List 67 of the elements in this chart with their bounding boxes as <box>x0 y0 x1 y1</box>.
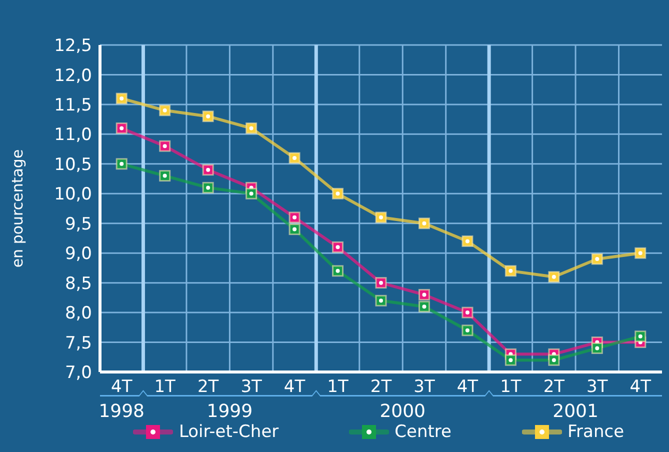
point <box>418 288 430 300</box>
legend-label: Centre <box>394 422 452 442</box>
x-tick-label: 1T <box>154 377 176 398</box>
point <box>375 294 387 306</box>
x-tick-label: 2T <box>197 377 220 398</box>
point <box>375 212 387 224</box>
y-tick-label: 10,0 <box>54 184 92 205</box>
y-tick-label: 11,0 <box>54 125 92 146</box>
point <box>116 158 128 170</box>
y-tick-label: 10,5 <box>54 154 92 175</box>
point <box>504 265 516 277</box>
text: 1998 <box>98 401 145 422</box>
x-tick-label: 2T <box>543 377 566 398</box>
point <box>462 306 474 318</box>
point <box>159 104 171 116</box>
point <box>548 354 560 366</box>
point <box>159 140 171 152</box>
y-tick-label: 8,5 <box>64 274 92 294</box>
point <box>591 342 603 354</box>
x-tick-label: 1T <box>500 377 522 398</box>
point <box>462 324 474 336</box>
y-tick-label: 7,0 <box>64 363 92 384</box>
x-tick-label: 4T <box>456 377 479 398</box>
y-tick-label: 9,5 <box>64 214 92 234</box>
point <box>116 122 128 134</box>
x-tick-label: 1T <box>327 377 349 398</box>
point <box>246 188 258 200</box>
point <box>116 92 128 104</box>
x-tick-label: 4T <box>111 377 133 398</box>
point <box>202 110 214 122</box>
point <box>288 152 300 164</box>
point <box>418 218 430 230</box>
text: 2001 <box>552 401 598 422</box>
point <box>375 277 387 289</box>
point <box>332 265 344 277</box>
x-tick-label: 2T <box>370 377 392 398</box>
point <box>202 182 214 194</box>
x-tick-label: 3T <box>586 377 608 398</box>
point <box>634 330 646 342</box>
point <box>504 354 516 366</box>
x-tick-label: 3T <box>240 377 263 398</box>
point <box>591 253 603 265</box>
point <box>288 224 300 236</box>
y-tick-label: 7,5 <box>64 333 92 354</box>
point <box>332 241 344 253</box>
legend-label: Loir-et-Cher <box>178 422 279 442</box>
x-tick-label: 4T <box>630 377 652 398</box>
point <box>462 235 474 247</box>
x-tick-label: 3T <box>414 377 436 398</box>
y-axis-title: en pourcentage <box>8 149 26 268</box>
text: 1999 <box>206 401 253 422</box>
point <box>288 212 300 224</box>
y-tick-label: 9,0 <box>64 244 92 264</box>
point <box>332 188 344 200</box>
x-tick-label: 4T <box>284 377 306 398</box>
y-tick-label: 8,0 <box>64 304 92 324</box>
y-tick-label: 12,0 <box>54 66 92 86</box>
point <box>246 122 258 134</box>
point <box>634 247 646 259</box>
point <box>418 300 430 312</box>
point <box>159 170 171 182</box>
point <box>202 164 214 176</box>
y-tick-label: 11,5 <box>54 95 92 116</box>
text: 2000 <box>380 401 426 422</box>
legend-label: France <box>566 422 624 442</box>
y-tick-label: 12,5 <box>54 36 92 56</box>
point <box>548 271 560 283</box>
